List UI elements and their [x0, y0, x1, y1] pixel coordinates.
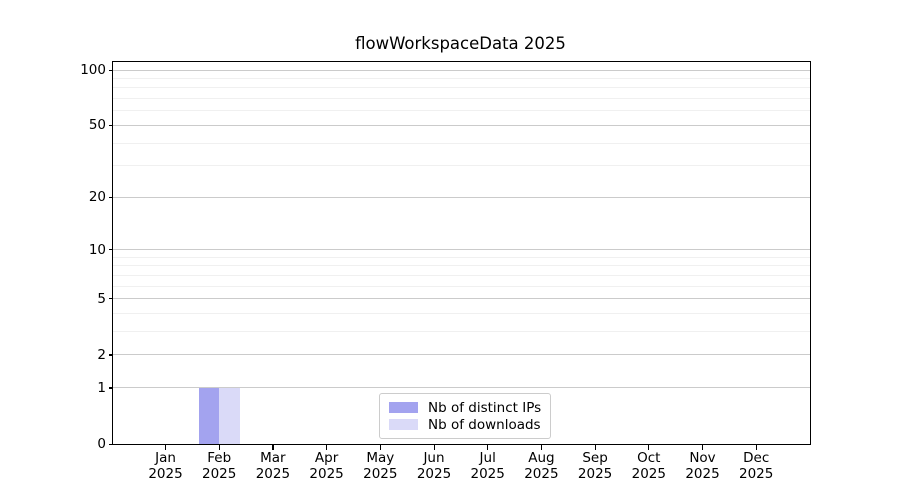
x-tick-year: 2025 [524, 465, 559, 482]
x-tick-label: Aug 2025 [509, 450, 573, 482]
y-tick-label: 1 [97, 379, 106, 396]
gridline-major [113, 124, 810, 126]
x-tick-mark [702, 445, 704, 450]
y-tick-label: 2 [97, 346, 106, 363]
y-tick-label: 100 [80, 62, 106, 78]
gridline-minor [113, 285, 810, 287]
x-tick-mark [487, 445, 489, 450]
gridline-minor [113, 77, 810, 79]
x-tick-month: Oct [637, 450, 661, 466]
x-tick-month: Jan [155, 450, 176, 466]
x-tick-label: Apr 2025 [295, 450, 359, 482]
bar-nb-of-downloads-feb [219, 387, 240, 444]
gridline-minor [113, 265, 810, 267]
x-tick-year: 2025 [685, 465, 720, 482]
y-tick-mark [108, 443, 113, 445]
x-tick-mark [379, 445, 381, 450]
gridline-minor [113, 110, 810, 112]
x-tick-mark [433, 445, 435, 450]
legend-item-nb-of-downloads: Nb of downloads [389, 416, 541, 433]
x-tick-mark [326, 445, 328, 450]
x-tick-mark [272, 445, 274, 450]
x-tick-label: Mar 2025 [241, 450, 305, 482]
gridline-major [113, 196, 810, 198]
legend-color-swatch [389, 402, 418, 413]
y-tick-mark [108, 249, 113, 251]
x-tick-month: Sep [582, 450, 608, 466]
gridline-minor [113, 87, 810, 89]
x-tick-label: Nov 2025 [671, 450, 735, 482]
x-tick-label: Jan 2025 [134, 450, 198, 482]
x-tick-year: 2025 [739, 465, 774, 482]
gridline-major [113, 249, 810, 251]
x-tick-year: 2025 [416, 465, 452, 482]
x-tick-mark [594, 445, 596, 450]
y-tick-mark [108, 69, 113, 71]
x-tick-month: Dec [743, 450, 770, 466]
x-tick-year: 2025 [148, 465, 183, 482]
bar-nb-of-distinct-ips-feb [198, 387, 220, 444]
x-tick-month: May [366, 450, 395, 466]
y-tick-label: 5 [97, 290, 106, 307]
gridline-major [113, 387, 810, 389]
x-tick-mark [648, 445, 650, 450]
gridline-minor [113, 165, 810, 167]
x-tick-label: Feb 2025 [187, 450, 251, 482]
x-tick-month: Apr [314, 450, 339, 466]
legend-color-swatch [389, 419, 418, 430]
x-tick-year: 2025 [202, 465, 237, 482]
legend-item-nb-of-distinct-ips: Nb of distinct IPs [389, 399, 541, 416]
y-tick-label: 20 [88, 189, 106, 206]
y-tick-label: 10 [88, 241, 106, 258]
x-tick-year: 2025 [470, 465, 505, 482]
x-tick-year: 2025 [309, 465, 344, 482]
y-tick-mark [108, 298, 113, 300]
x-tick-label: Dec 2025 [724, 450, 788, 482]
x-tick-year: 2025 [577, 465, 613, 482]
y-tick-mark [108, 196, 113, 198]
x-tick-label: Jun 2025 [402, 450, 466, 482]
x-tick-mark [755, 445, 757, 450]
x-tick-label: May 2025 [348, 450, 412, 482]
x-tick-mark [218, 445, 220, 450]
gridline-major [113, 354, 810, 356]
y-tick-mark [108, 354, 113, 356]
x-tick-year: 2025 [363, 465, 398, 482]
plot-area [112, 61, 811, 445]
x-tick-month: Jul [479, 450, 496, 466]
x-tick-label: Jul 2025 [456, 450, 520, 482]
legend: Nb of distinct IPs Nb of downloads [379, 393, 552, 439]
gridline-minor [113, 142, 810, 144]
gridline-major [113, 298, 810, 300]
y-tick-mark [108, 124, 113, 127]
legend-label: Nb of distinct IPs [428, 399, 542, 416]
x-tick-month: Aug [528, 450, 555, 466]
gridline-major [113, 69, 810, 71]
gridline-minor [113, 331, 810, 333]
x-tick-month: Feb [207, 450, 232, 466]
x-tick-mark [540, 445, 543, 450]
x-tick-year: 2025 [631, 465, 666, 482]
x-tick-label: Oct 2025 [617, 450, 681, 482]
x-tick-label: Sep 2025 [563, 450, 627, 482]
gridline-minor [113, 98, 810, 100]
x-tick-mark [165, 445, 167, 450]
gridline-minor [113, 274, 810, 276]
legend-label: Nb of downloads [428, 416, 541, 433]
x-tick-month: Jun [423, 450, 445, 466]
chart-title: flowWorkspaceData 2025 [355, 34, 566, 53]
y-tick-mark [108, 387, 113, 389]
x-tick-month: Mar [260, 450, 286, 466]
x-tick-year: 2025 [255, 465, 291, 482]
y-tick-label: 0 [97, 436, 106, 452]
x-tick-month: Nov [689, 450, 716, 466]
gridline-minor [113, 256, 810, 258]
y-tick-label: 50 [88, 117, 106, 134]
gridline-minor [113, 313, 810, 315]
